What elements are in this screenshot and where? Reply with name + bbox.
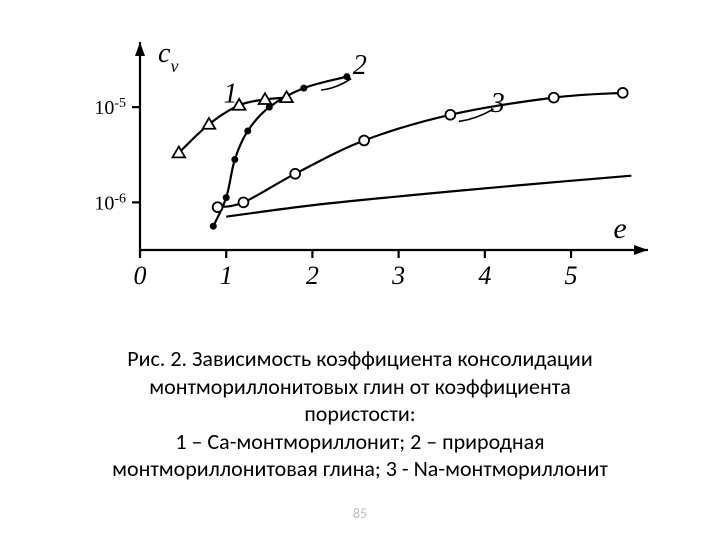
caption-line: монтмориллонитовых глин от коэффициента [60,373,660,401]
svg-text:10-5: 10-5 [94,96,126,120]
svg-text:e: e [613,212,626,245]
caption-line: Рис. 2. Зависимость коэффициента консоли… [60,345,660,373]
page-number: 85 [0,505,720,522]
figure-caption: Рис. 2. Зависимость коэффициента консоли… [60,345,660,483]
svg-text:10-6: 10-6 [94,191,126,215]
svg-text:0: 0 [134,261,147,290]
svg-text:3: 3 [391,261,405,290]
svg-text:1: 1 [220,261,233,290]
caption-line: пористости: [60,400,660,428]
svg-text:2: 2 [353,50,367,81]
svg-text:2: 2 [306,261,319,290]
svg-text:5: 5 [565,261,578,290]
chart: 0 1 2 3 4 5 e 10-6 10-5 cv 1 2 3 [60,30,660,310]
svg-text:1: 1 [224,78,238,109]
caption-line: монтмориллонитовая глина; 3 - Na-монтмор… [60,455,660,483]
caption-line: 1 – Са-монтмориллонит; 2 – природная [60,428,660,456]
svg-text:4: 4 [478,261,491,290]
svg-text:3: 3 [490,88,505,119]
svg-text:cv: cv [158,38,178,76]
